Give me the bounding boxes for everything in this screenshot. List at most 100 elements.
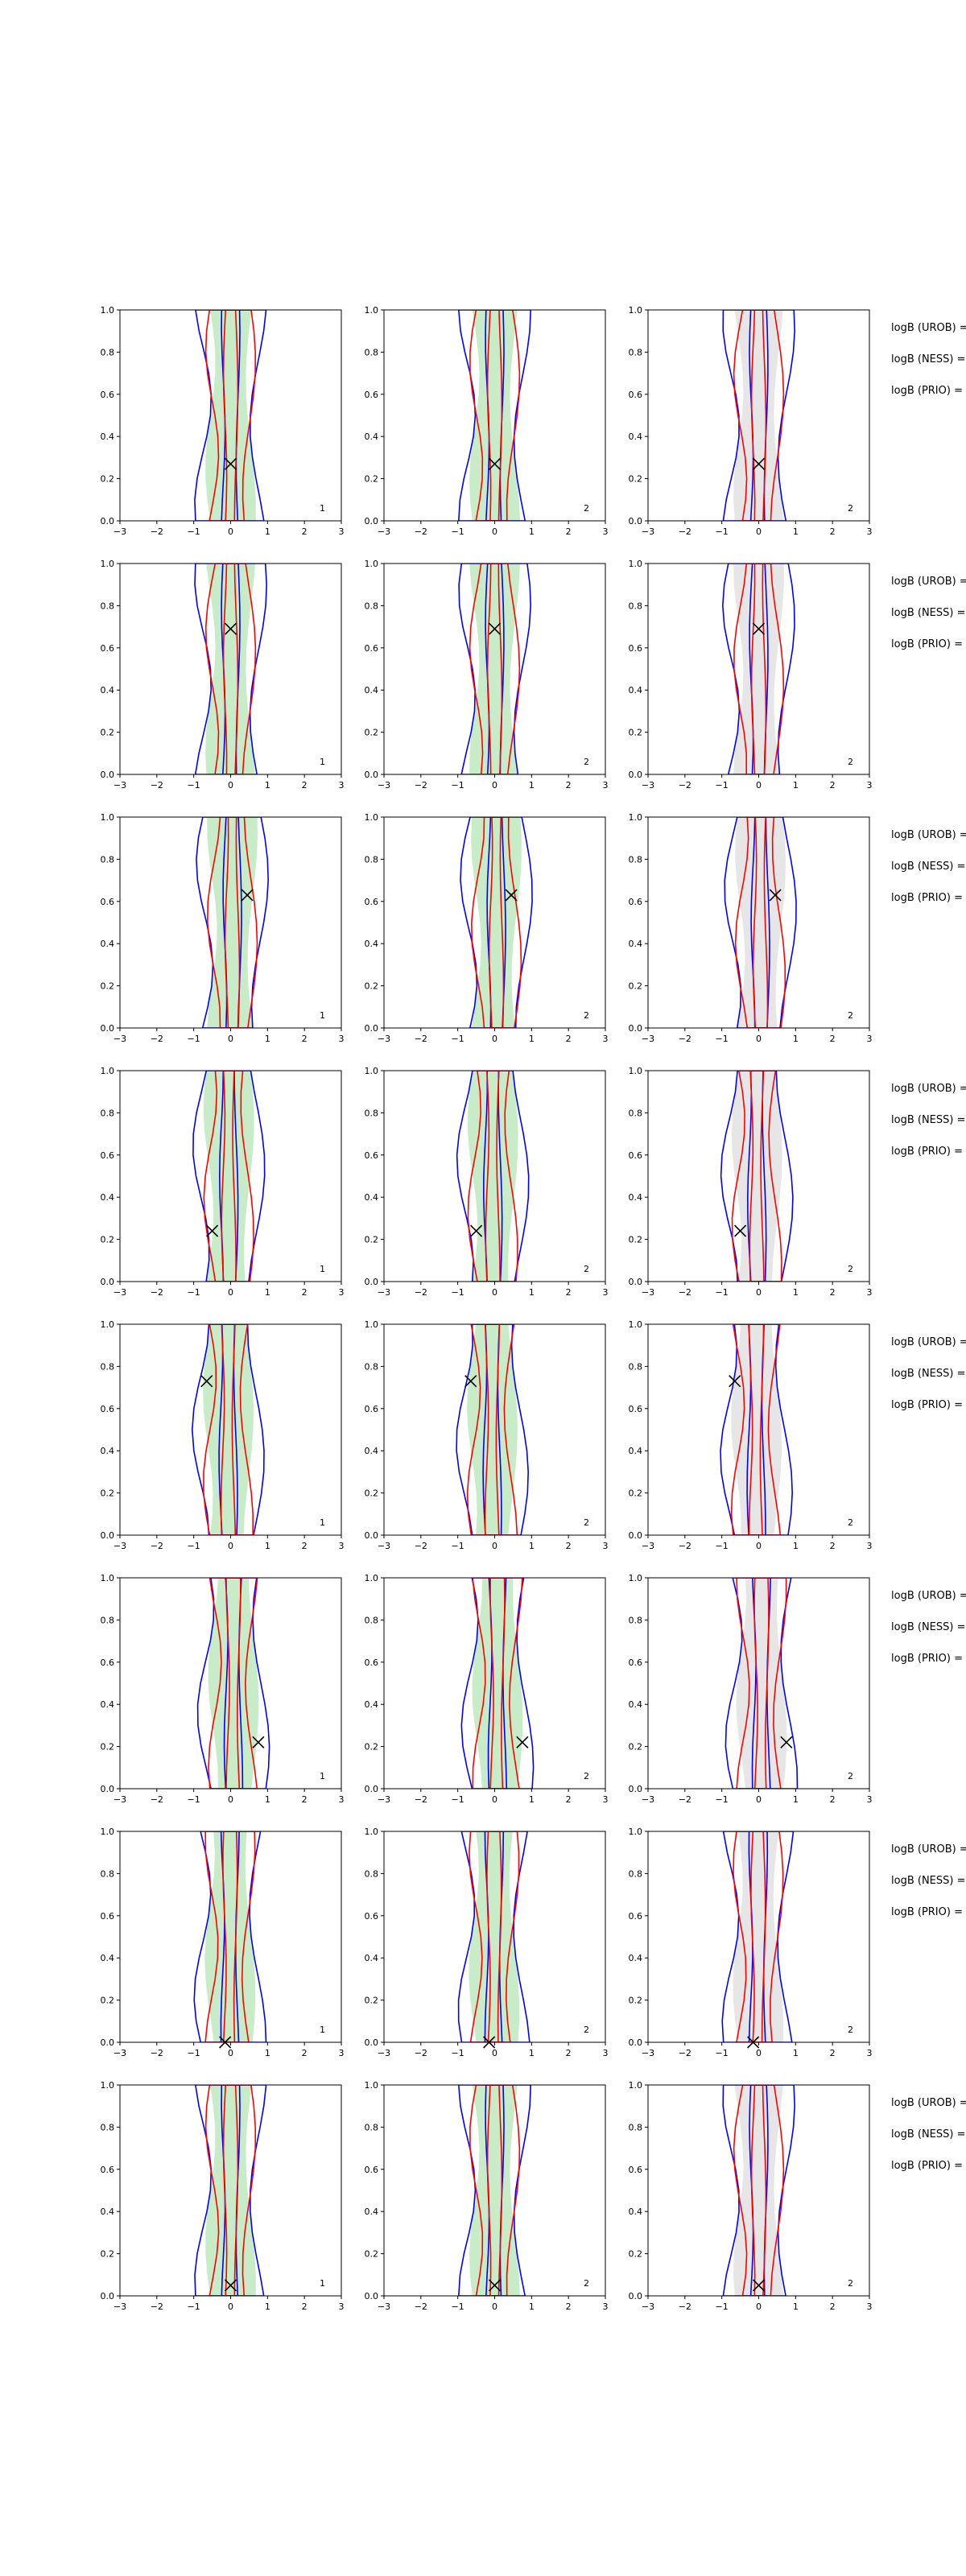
y-tick-label: 0.8 [101, 1868, 115, 1879]
logb-annotations-r7: logB (UROB) = logB (NESS) = logB (PRIO) = [891, 1843, 966, 1918]
x-tick-label: 0 [228, 526, 233, 537]
y-tick-label: 0.4 [365, 1699, 379, 1710]
red-contour-inner [220, 1324, 237, 1535]
y-tick-label: 0.2 [629, 474, 643, 485]
y-tick-label: 0.0 [101, 516, 115, 526]
blue-contour-outer [456, 1324, 530, 1535]
y-tick-label: 0.4 [629, 1699, 643, 1710]
x-tick-label: 2 [566, 1541, 572, 1551]
x-tick-label: −1 [188, 1541, 200, 1551]
y-tick-label: 1.0 [365, 1827, 379, 1837]
y-tick-label: 0.2 [365, 1996, 379, 2006]
panel-number-label: 2 [848, 1771, 853, 1781]
red-contour-inner [484, 1324, 501, 1535]
y-tick-label: 1.0 [101, 1319, 115, 1330]
y-tick-label: 0.4 [101, 685, 115, 696]
x-tick-label: 0 [756, 2048, 762, 2058]
x-tick-label: −3 [114, 1541, 126, 1551]
red-contour-inner [748, 1324, 765, 1535]
blue-contour-inner [223, 1578, 244, 1789]
x-tick-label: 2 [830, 780, 836, 791]
y-tick-label: 0.4 [629, 1953, 643, 1963]
red-contour-outer [470, 817, 522, 1028]
panel-number-label: 2 [584, 1517, 589, 1528]
y-tick-label: 0.6 [365, 1911, 379, 1922]
x-tick-label: −2 [415, 1794, 427, 1805]
y-tick-label: 1.0 [101, 559, 115, 569]
x-tick-label: −1 [452, 2048, 464, 2058]
blue-contour-outer [191, 1324, 265, 1535]
y-tick-label: 0.6 [365, 390, 379, 400]
x-tick-label: 2 [566, 2048, 572, 2058]
y-tick-label: 1.0 [365, 559, 379, 569]
x-tick-label: 3 [867, 1794, 873, 1805]
logb-annotations-r1: logB (UROB) = logB (NESS) = logB (PRIO) = [891, 322, 966, 397]
x-tick-label: 1 [793, 526, 799, 537]
y-tick-label: 0.6 [101, 897, 115, 907]
x-tick-label: −1 [716, 1034, 729, 1044]
y-tick-label: 0.6 [365, 2165, 379, 2175]
panel-number-label: 1 [320, 1264, 325, 1274]
red-contour-inner [222, 2085, 239, 2296]
red-contour-outer [466, 1324, 518, 1535]
blue-contour-outer [457, 1831, 530, 2042]
red-contour-outer [208, 1578, 258, 1789]
y-tick-label: 0.8 [629, 854, 643, 865]
y-tick-label: 0.0 [365, 516, 379, 526]
y-tick-label: 0.4 [365, 685, 379, 696]
y-tick-label: 0.2 [101, 1742, 115, 1752]
logb-annotation: logB (UROB) = [891, 1843, 966, 1856]
y-tick-label: 0.4 [101, 2207, 115, 2217]
x-tick-label: −1 [716, 1794, 729, 1805]
y-tick-label: 0.8 [101, 1615, 115, 1625]
y-tick-label: 0.0 [365, 1784, 379, 1794]
y-tick-label: 0.0 [629, 2291, 643, 2301]
red-contour-outer [736, 1578, 787, 1789]
x-tick-label: 0 [492, 1541, 497, 1551]
red-contour-outer [204, 310, 257, 521]
red-contour-outer [472, 1578, 523, 1789]
logb-annotations-r4: logB (UROB) = logB (NESS) = logB (PRIO) = [891, 1083, 966, 1158]
x-tick-label: 2 [302, 2301, 308, 2312]
x-tick-label: −3 [114, 1034, 126, 1044]
x-tick-label: 2 [302, 780, 308, 791]
logb-annotation: logB (UROB) = [891, 829, 966, 841]
x-tick-label: 2 [566, 1034, 572, 1044]
panel-r1-c1: −3 −2 −1 0 1 2 3 0.0 0.2 0.4 0.6 0.8 1.0 1 [101, 305, 345, 537]
panel-number-label: 1 [320, 1771, 325, 1781]
y-tick-label: 1.0 [365, 1319, 379, 1330]
y-tick-label: 0.2 [629, 1996, 643, 2006]
red-contour-inner [750, 564, 767, 774]
red-contour-inner [486, 564, 503, 774]
blue-contour-inner [487, 1578, 508, 1789]
y-tick-label: 1.0 [629, 1827, 643, 1837]
x-tick-label: −3 [642, 1794, 654, 1805]
logb-annotations-r5: logB (UROB) = logB (NESS) = logB (PRIO) = [891, 1336, 966, 1411]
x-tick-label: 1 [265, 1034, 270, 1044]
x-tick-label: 0 [492, 2048, 497, 2058]
x-tick-label: 3 [867, 2301, 873, 2312]
panel-r4-c2: −3 −2 −1 0 1 2 3 0.0 0.2 0.4 0.6 0.8 1.0 2 [365, 1066, 609, 1298]
true-value-marker [747, 2036, 760, 2049]
filled-density-core [749, 817, 772, 1028]
x-tick-label: 1 [793, 1287, 799, 1298]
panel-number-label: 1 [320, 1010, 325, 1021]
panel-number-label: 2 [584, 1264, 589, 1274]
y-tick-label: 0.4 [629, 939, 643, 949]
x-tick-label: −1 [716, 780, 729, 791]
panel-r4-c1: −3 −2 −1 0 1 2 3 0.0 0.2 0.4 0.6 0.8 1.0 1 [101, 1066, 345, 1298]
logb-annotation: logB (PRIO) = [891, 2160, 963, 2172]
logb-annotation: logB (UROB) = [891, 2097, 966, 2109]
x-tick-label: −1 [716, 1287, 729, 1298]
x-tick-label: 1 [529, 2301, 535, 2312]
x-tick-label: 3 [603, 1794, 609, 1805]
x-tick-label: 0 [228, 2301, 233, 2312]
x-tick-label: 1 [265, 1287, 270, 1298]
y-tick-label: 1.0 [101, 1573, 115, 1583]
y-tick-label: 0.2 [629, 2249, 643, 2260]
y-tick-label: 0.2 [365, 2249, 379, 2260]
x-tick-label: 1 [529, 1794, 535, 1805]
panel-number-label: 2 [584, 1771, 589, 1781]
y-tick-label: 0.4 [629, 2207, 643, 2217]
